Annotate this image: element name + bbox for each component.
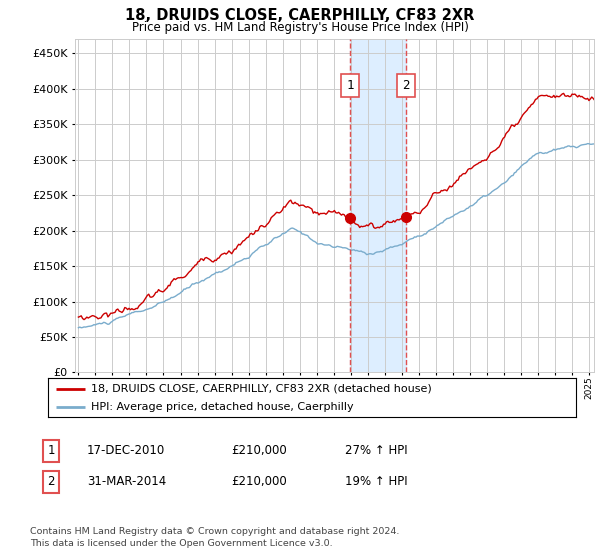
Text: 18, DRUIDS CLOSE, CAERPHILLY, CF83 2XR (detached house): 18, DRUIDS CLOSE, CAERPHILLY, CF83 2XR (… <box>91 384 432 394</box>
Text: This data is licensed under the Open Government Licence v3.0.: This data is licensed under the Open Gov… <box>30 539 332 548</box>
Text: 19% ↑ HPI: 19% ↑ HPI <box>345 475 407 488</box>
Text: 18, DRUIDS CLOSE, CAERPHILLY, CF83 2XR: 18, DRUIDS CLOSE, CAERPHILLY, CF83 2XR <box>125 8 475 24</box>
Text: £210,000: £210,000 <box>231 444 287 458</box>
Text: 27% ↑ HPI: 27% ↑ HPI <box>345 444 407 458</box>
Text: Contains HM Land Registry data © Crown copyright and database right 2024.: Contains HM Land Registry data © Crown c… <box>30 528 400 536</box>
Text: 17-DEC-2010: 17-DEC-2010 <box>87 444 165 458</box>
Text: 1: 1 <box>47 444 55 458</box>
Text: 2: 2 <box>402 79 410 92</box>
Bar <box>350 39 406 372</box>
Text: £210,000: £210,000 <box>231 475 287 488</box>
Text: Price paid vs. HM Land Registry's House Price Index (HPI): Price paid vs. HM Land Registry's House … <box>131 21 469 34</box>
Text: HPI: Average price, detached house, Caerphilly: HPI: Average price, detached house, Caer… <box>91 402 354 412</box>
Text: 31-MAR-2014: 31-MAR-2014 <box>87 475 166 488</box>
Text: 1: 1 <box>346 79 354 92</box>
Text: 2: 2 <box>47 475 55 488</box>
